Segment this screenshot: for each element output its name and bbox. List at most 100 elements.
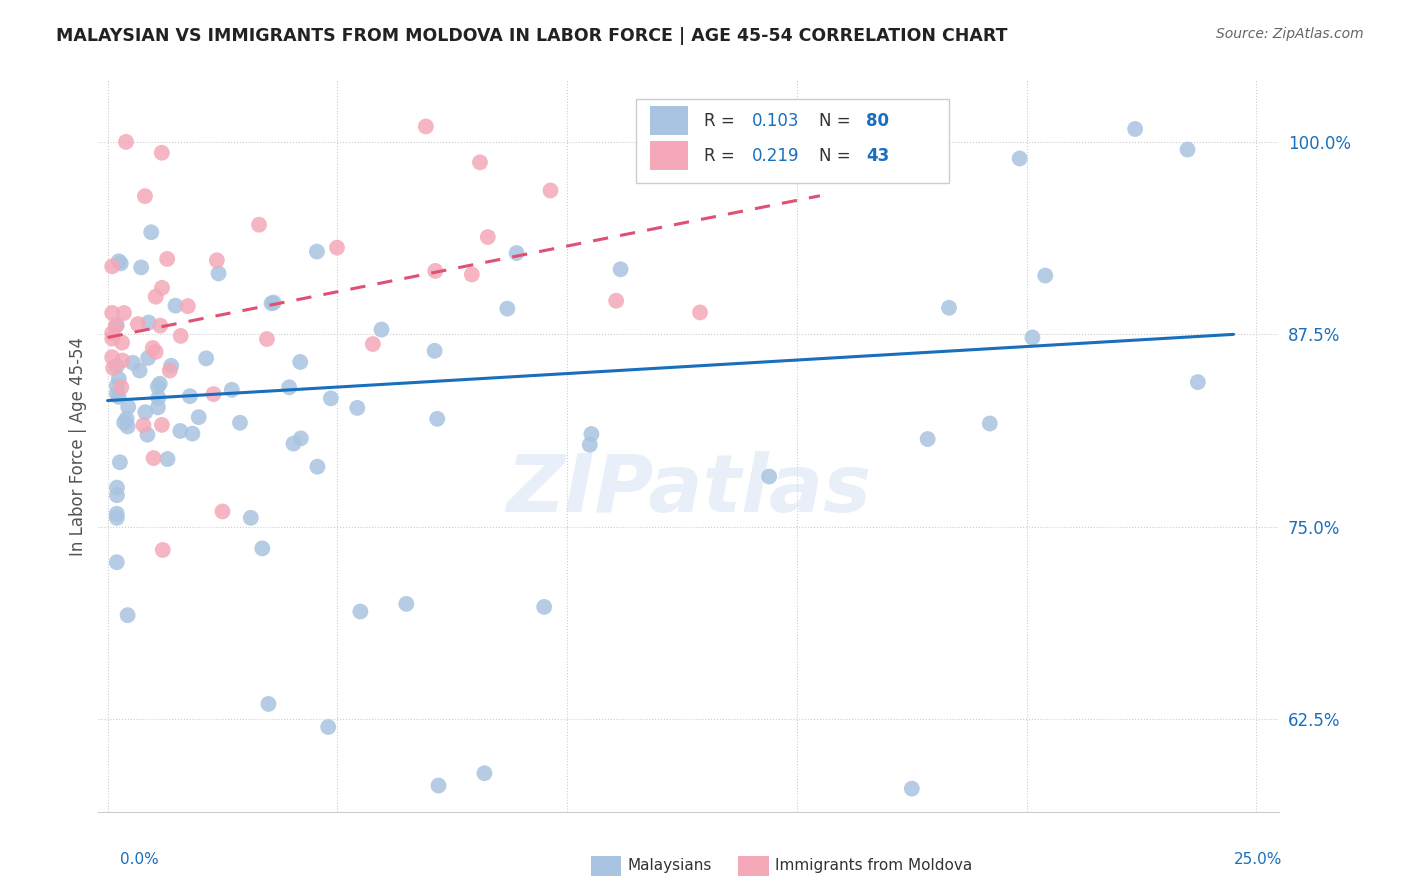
Point [423, 343, 446, 358]
Text: N =: N = [818, 146, 856, 165]
Point [107, 254, 129, 268]
Point [581, 427, 603, 442]
Point [505, 246, 527, 260]
Point [326, 241, 349, 255]
Point [152, 543, 174, 558]
Text: N =: N = [818, 112, 856, 129]
Point [105, 359, 128, 373]
Point [207, 267, 229, 281]
Point [609, 262, 631, 277]
Point [101, 332, 124, 346]
Point [370, 322, 392, 336]
Point [305, 244, 328, 259]
Point [170, 329, 193, 343]
Point [187, 410, 209, 425]
Point [150, 145, 173, 160]
Point [110, 380, 132, 394]
Point [195, 351, 218, 366]
Point [101, 350, 124, 364]
Point [111, 353, 134, 368]
Point [578, 438, 600, 452]
Point [477, 230, 499, 244]
Point [105, 507, 128, 521]
Point [260, 296, 283, 310]
Text: ZIPatlas: ZIPatlas [506, 450, 872, 529]
Point [979, 417, 1001, 431]
Point [283, 436, 305, 450]
Point [1123, 122, 1146, 136]
Point [104, 318, 127, 333]
Point [1177, 143, 1199, 157]
Point [115, 411, 138, 425]
Point [221, 383, 243, 397]
Point [107, 390, 129, 404]
Point [156, 252, 179, 266]
Point [134, 405, 156, 419]
Point [129, 260, 152, 275]
Point [605, 293, 627, 308]
Point [361, 337, 384, 351]
Point [105, 488, 128, 502]
Point [256, 332, 278, 346]
Point [461, 268, 484, 282]
Point [468, 155, 491, 169]
Point [105, 378, 128, 392]
Point [146, 401, 169, 415]
Point [427, 779, 450, 793]
Point [138, 316, 160, 330]
Point [239, 511, 262, 525]
Point [349, 605, 371, 619]
Point [142, 451, 165, 466]
Text: Source: ZipAtlas.com: Source: ZipAtlas.com [1216, 27, 1364, 41]
Point [181, 426, 204, 441]
Point [540, 184, 562, 198]
Point [496, 301, 519, 316]
Point [229, 416, 252, 430]
Point [1187, 375, 1209, 389]
Point [425, 264, 447, 278]
Text: MALAYSIAN VS IMMIGRANTS FROM MOLDOVA IN LABOR FORCE | AGE 45-54 CORRELATION CHAR: MALAYSIAN VS IMMIGRANTS FROM MOLDOVA IN … [56, 27, 1008, 45]
Point [179, 389, 201, 403]
Point [105, 555, 128, 569]
Point [111, 335, 134, 350]
Point [110, 256, 132, 270]
Text: Immigrants from Moldova: Immigrants from Moldova [775, 858, 972, 872]
Point [426, 412, 449, 426]
Point [917, 432, 939, 446]
FancyBboxPatch shape [650, 106, 688, 136]
Point [103, 361, 125, 376]
Point [141, 225, 163, 239]
Point [117, 608, 139, 623]
Point [156, 452, 179, 467]
Point [257, 697, 280, 711]
Point [346, 401, 368, 415]
Text: 80: 80 [866, 112, 889, 129]
Point [136, 351, 159, 365]
Point [901, 781, 924, 796]
Point [112, 306, 135, 320]
Point [145, 290, 167, 304]
Point [115, 135, 138, 149]
Point [1008, 152, 1031, 166]
Point [101, 326, 124, 340]
Point [689, 305, 711, 319]
Point [758, 469, 780, 483]
Point [202, 387, 225, 401]
Point [105, 511, 128, 525]
Point [474, 766, 496, 780]
Point [121, 356, 143, 370]
Text: 25.0%: 25.0% [1234, 852, 1282, 867]
Point [101, 306, 124, 320]
Point [142, 341, 165, 355]
Point [177, 299, 200, 313]
Point [319, 392, 342, 406]
Point [415, 120, 437, 134]
Point [150, 281, 173, 295]
Point [108, 455, 131, 469]
Point [290, 431, 312, 445]
FancyBboxPatch shape [636, 99, 949, 183]
Text: R =: R = [704, 112, 741, 129]
Point [263, 295, 285, 310]
FancyBboxPatch shape [650, 141, 688, 170]
Point [148, 391, 170, 405]
